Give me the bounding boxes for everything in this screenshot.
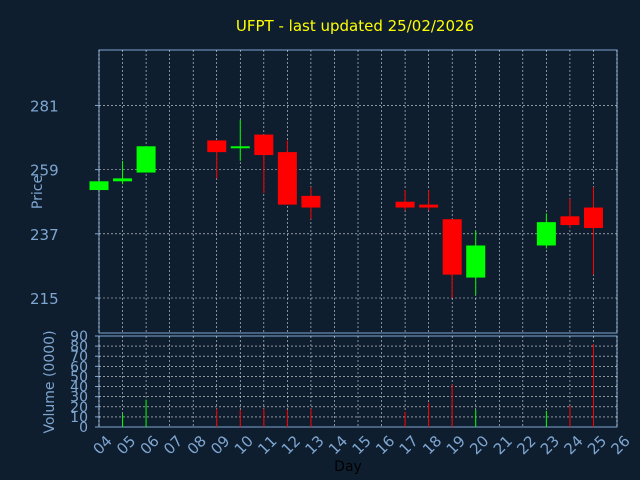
volume-y-tick-label: 40 [70, 380, 88, 396]
price-y-tick-label: 237 [30, 226, 59, 244]
candle-body [254, 134, 274, 156]
x-tick-label: 21 [490, 432, 516, 458]
price-y-tick-label: 281 [30, 97, 59, 115]
candle-body [207, 140, 227, 153]
x-tick-label: 13 [301, 432, 327, 458]
x-tick-label: 18 [419, 432, 445, 458]
price-panel: 215 237 259 281 [30, 49, 618, 334]
volume-y-tick-label: 80 [70, 339, 88, 355]
candle-body [442, 219, 462, 275]
volume-y-tick-label: 70 [70, 349, 88, 365]
candle-body [136, 146, 156, 173]
candle-body [230, 146, 250, 149]
x-tick-label: 24 [560, 432, 586, 458]
volume-y-tick-label: 90 [70, 329, 88, 345]
x-tick-label: 09 [207, 432, 233, 458]
x-tick-label: 26 [608, 432, 634, 458]
x-tick-label: 10 [231, 432, 257, 458]
candle-body [113, 178, 133, 182]
x-tick-labels: 0405060708091011121314151617181920212223… [90, 432, 634, 458]
price-y-tick-label: 259 [30, 162, 59, 180]
volume-y-tick-label: 50 [70, 369, 88, 385]
x-tick-label: 20 [466, 432, 492, 458]
x-tick-label: 25 [584, 432, 610, 458]
x-axis-label: Day [334, 459, 362, 475]
candle-body [466, 245, 486, 278]
volume-y-tick-label: 20 [70, 400, 88, 416]
candle-body [560, 216, 580, 226]
x-tick-label: 07 [160, 432, 186, 458]
x-tick-label: 11 [254, 432, 280, 458]
x-tick-label: 15 [349, 432, 375, 458]
x-tick-label: 05 [113, 432, 139, 458]
x-tick-label: 14 [325, 432, 351, 458]
x-tick-label: 22 [513, 432, 539, 458]
chart-title: UFPT - last updated 25/02/2026 [236, 17, 474, 35]
price-axis-label: Price [30, 175, 46, 209]
x-tick-label: 23 [537, 432, 563, 458]
x-tick-label: 04 [90, 432, 116, 458]
candle-body [536, 222, 556, 246]
price-y-tick-label: 215 [30, 290, 59, 308]
candle-body [301, 195, 321, 208]
x-tick-label: 16 [372, 432, 398, 458]
candle-body [419, 204, 439, 208]
candle-body [583, 207, 603, 228]
volume-y-tick-label: 0 [79, 420, 88, 436]
x-tick-label: 19 [443, 432, 469, 458]
volume-y-tick-label: 60 [70, 359, 88, 375]
x-tick-label: 08 [184, 432, 210, 458]
x-tick-label: 12 [278, 432, 304, 458]
volume-y-tick-label: 30 [70, 390, 88, 406]
candle-body [89, 181, 109, 191]
x-tick-label: 06 [137, 432, 163, 458]
candle-body [395, 201, 415, 208]
x-tick-label: 17 [396, 432, 422, 458]
candle-body [277, 152, 297, 205]
volume-axis-label: Volume (0000) [42, 330, 58, 433]
volume-y-tick-label: 10 [70, 410, 88, 426]
